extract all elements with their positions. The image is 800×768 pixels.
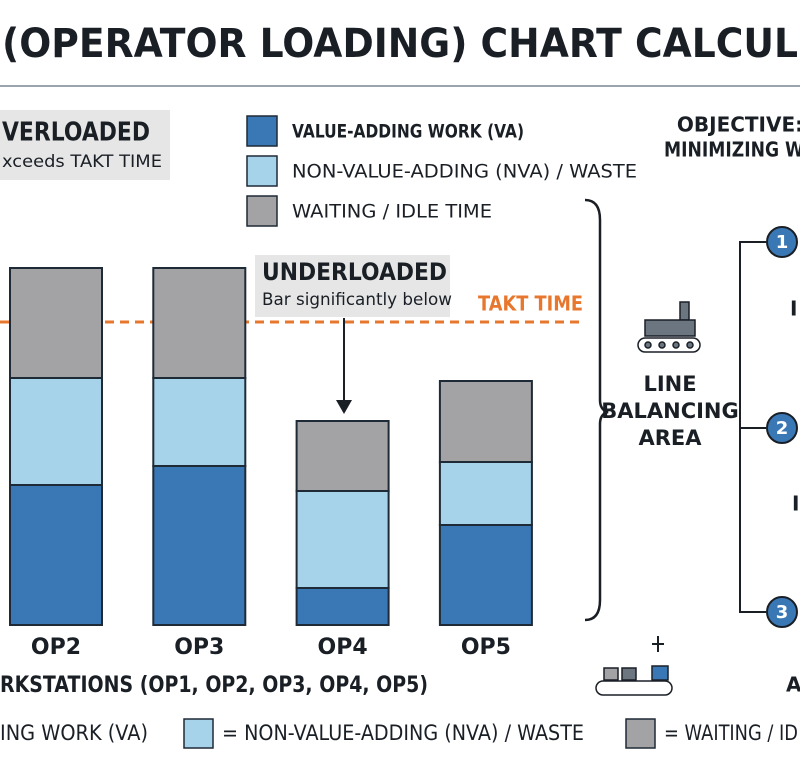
step-circle bbox=[766, 412, 798, 444]
bar-segment bbox=[9, 267, 103, 379]
overloaded-title: VERLOADED bbox=[2, 118, 150, 148]
step-circle bbox=[766, 596, 798, 628]
area-label: LINE bbox=[643, 372, 696, 396]
bar-segment bbox=[438, 461, 533, 526]
legend-label: NON-VALUE-ADDING (NVA) / WASTE bbox=[292, 161, 637, 183]
x-tick-label: OP4 bbox=[318, 635, 368, 660]
legend-swatch bbox=[246, 155, 278, 187]
legend-swatch bbox=[625, 718, 656, 749]
title: (OPERATOR LOADING) CHART CALCUL bbox=[2, 21, 798, 67]
underloaded-text: Bar significantly below bbox=[262, 290, 452, 310]
factory-icon bbox=[637, 301, 701, 353]
x-axis-label: RKSTATIONS (OP1, OP2, OP3, OP4, OP5) bbox=[0, 673, 428, 698]
underloaded-title: UNDERLOADED bbox=[262, 258, 447, 286]
legend-swatch bbox=[183, 718, 214, 749]
step-number: 2 bbox=[776, 418, 789, 439]
legend-swatch bbox=[246, 195, 278, 227]
legend-label: = WAITING / ID bbox=[664, 721, 798, 745]
step-circle bbox=[766, 226, 798, 258]
bar-segment bbox=[152, 267, 247, 379]
arrow-head bbox=[336, 400, 352, 414]
brace bbox=[584, 198, 609, 622]
x-tick-label: OP5 bbox=[461, 635, 511, 660]
bar-segment bbox=[295, 587, 390, 626]
conveyor-icon bbox=[595, 636, 673, 696]
flow-line bbox=[739, 241, 766, 613]
fragment: A bbox=[786, 673, 800, 697]
legend-swatch bbox=[246, 115, 278, 147]
takt-label: TAKT TIME bbox=[478, 292, 583, 316]
bar-segment bbox=[152, 465, 247, 626]
legend-label: = NON-VALUE-ADDING (NVA) / WASTE bbox=[222, 721, 584, 745]
step-number: 1 bbox=[776, 232, 789, 253]
bar-segment bbox=[295, 420, 390, 492]
underloaded-box bbox=[255, 255, 450, 317]
area-label: AREA bbox=[638, 426, 702, 450]
fragment: I bbox=[792, 492, 799, 516]
bar-segment bbox=[295, 490, 390, 589]
bar-segment bbox=[438, 380, 533, 463]
area-label: BALANCING bbox=[601, 399, 739, 423]
x-tick-label: OP2 bbox=[31, 635, 81, 660]
bar-segment bbox=[9, 484, 103, 626]
step-number: 3 bbox=[776, 602, 789, 623]
overloaded-box bbox=[0, 110, 170, 180]
x-tick-label: OP3 bbox=[174, 635, 224, 660]
bar-segment bbox=[438, 524, 533, 626]
legend-label: VALUE-ADDING WORK (VA) bbox=[292, 121, 524, 143]
objective: MINIMIZING W bbox=[664, 138, 800, 162]
legend-label: ING WORK (VA) bbox=[0, 721, 148, 745]
bar-segment bbox=[9, 377, 103, 486]
objective: OBJECTIVE: bbox=[677, 113, 800, 137]
overloaded-text: xceeds TAKT TIME bbox=[2, 152, 162, 172]
legend-label: WAITING / IDLE TIME bbox=[292, 201, 492, 223]
fragment: I bbox=[790, 297, 797, 321]
bar-segment bbox=[152, 377, 247, 467]
